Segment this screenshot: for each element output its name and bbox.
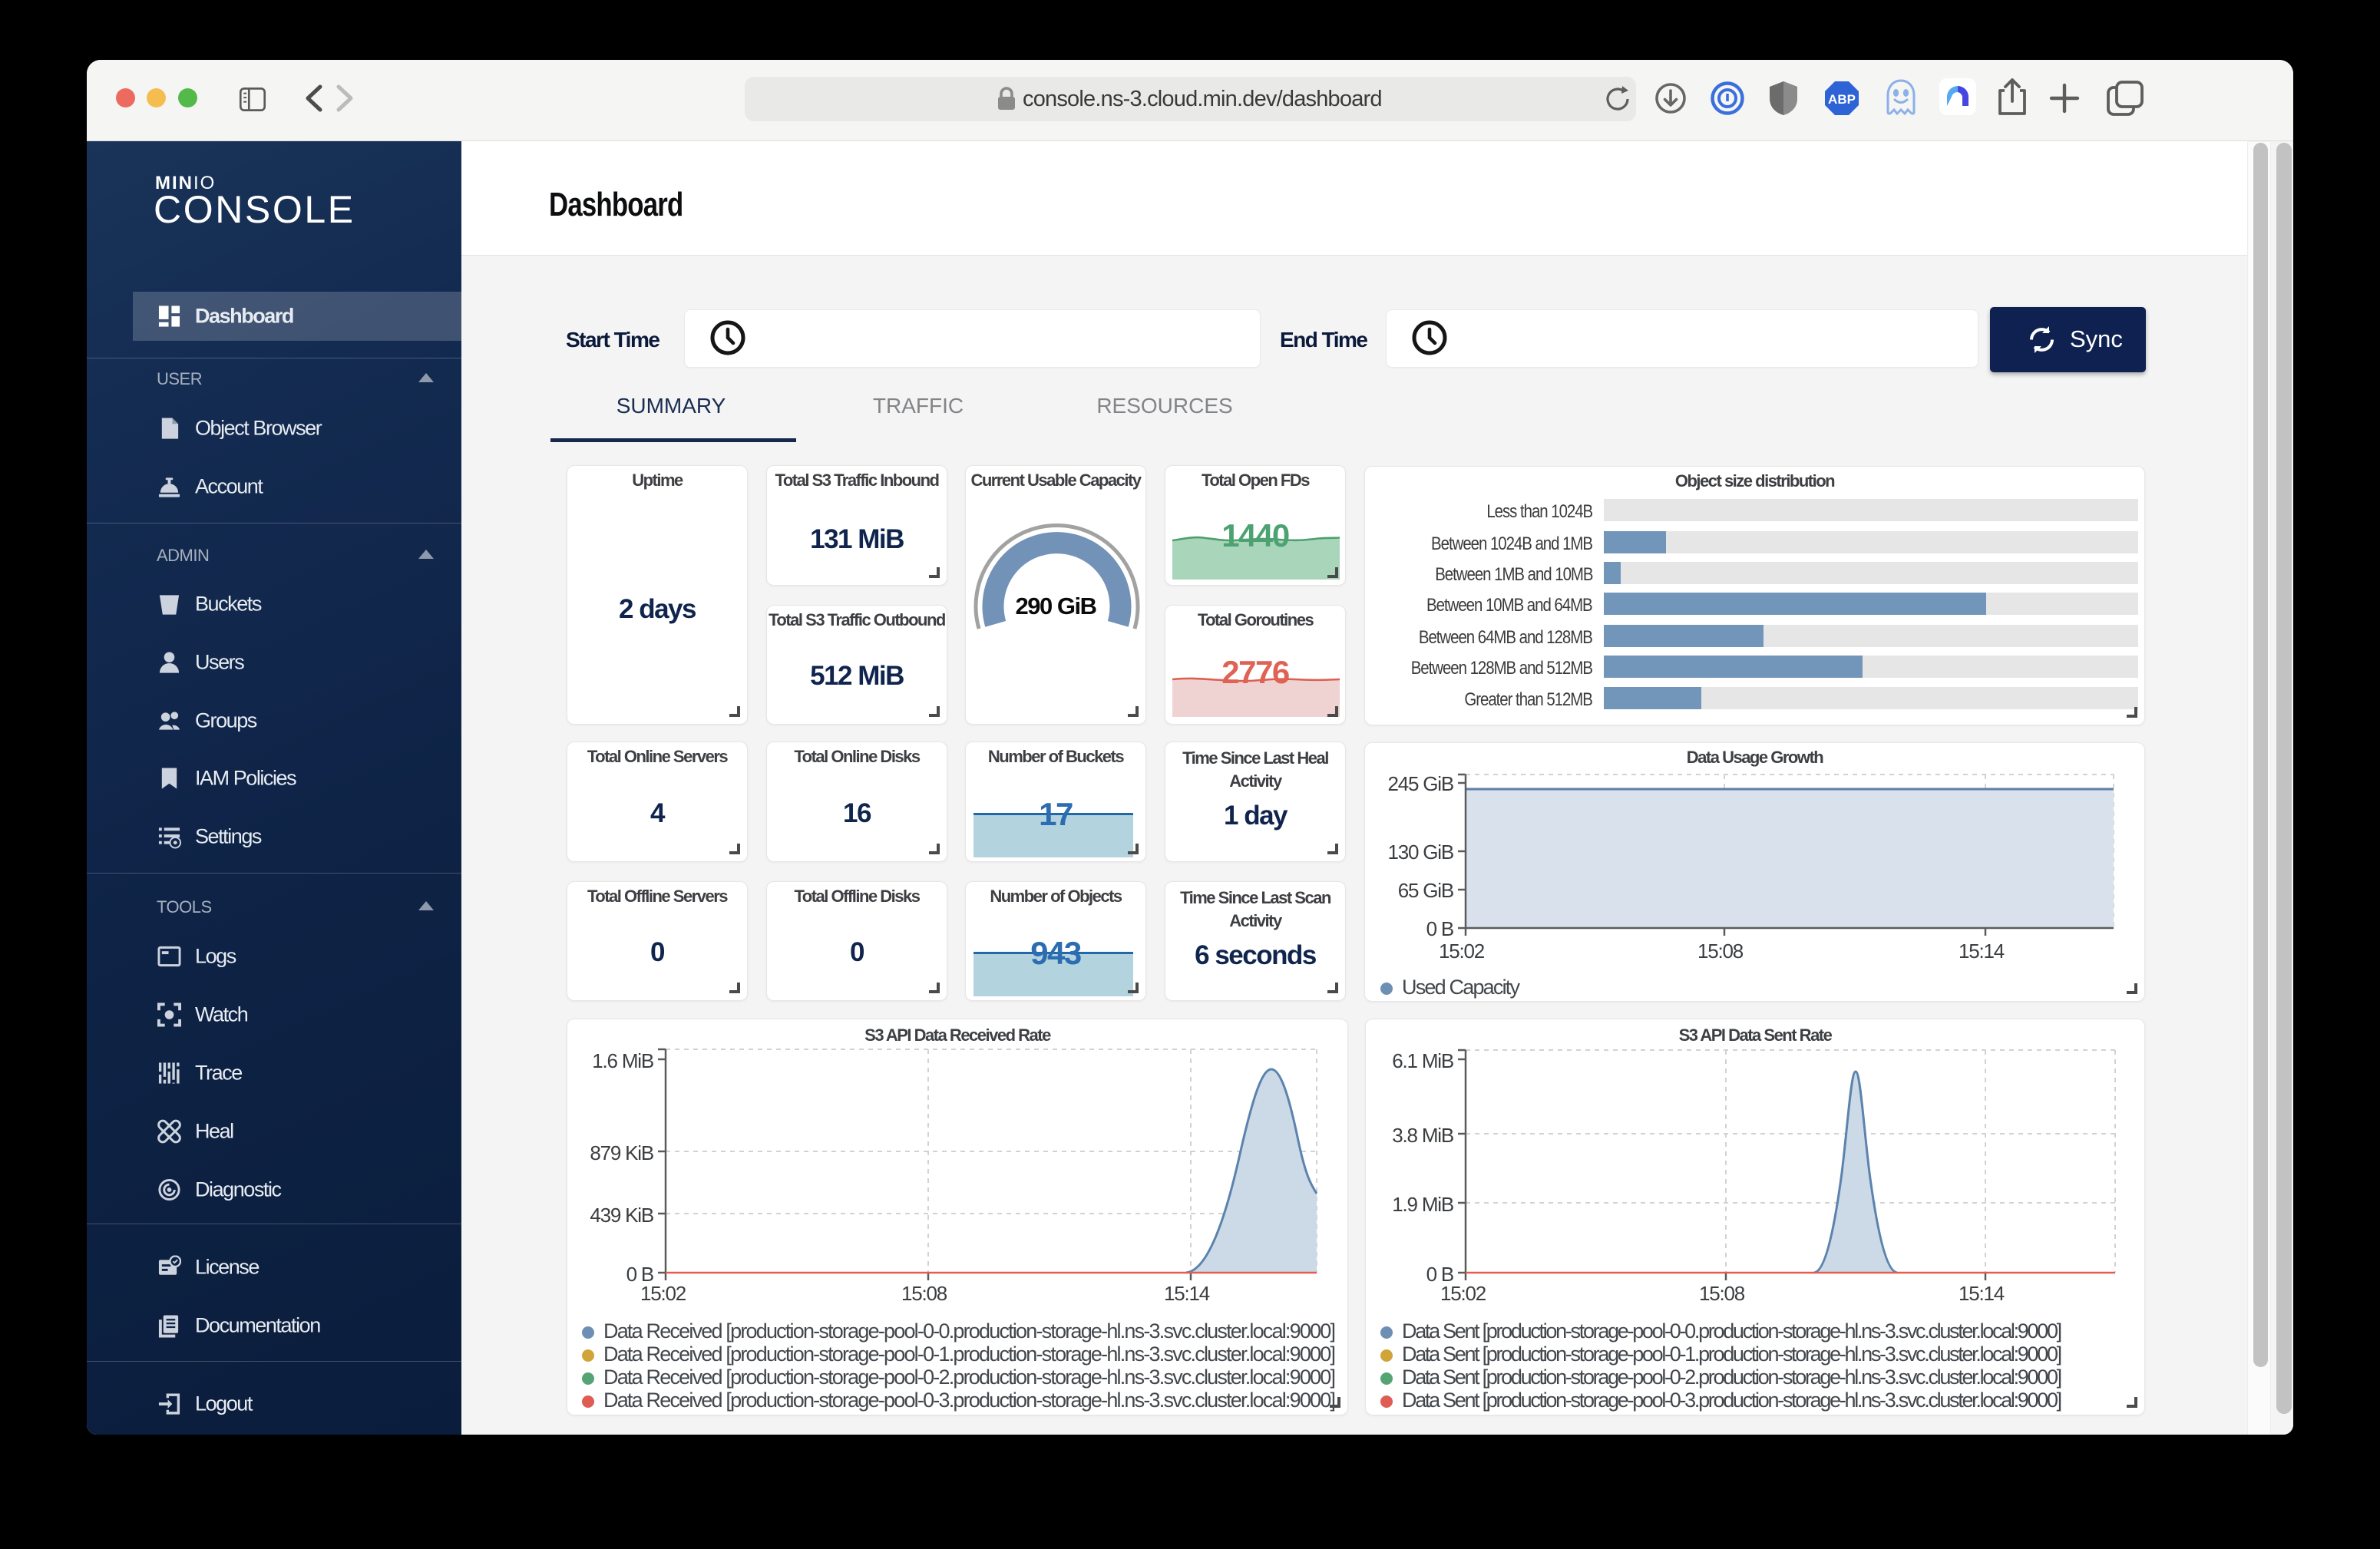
svg-text:ABP: ABP (1828, 92, 1856, 107)
